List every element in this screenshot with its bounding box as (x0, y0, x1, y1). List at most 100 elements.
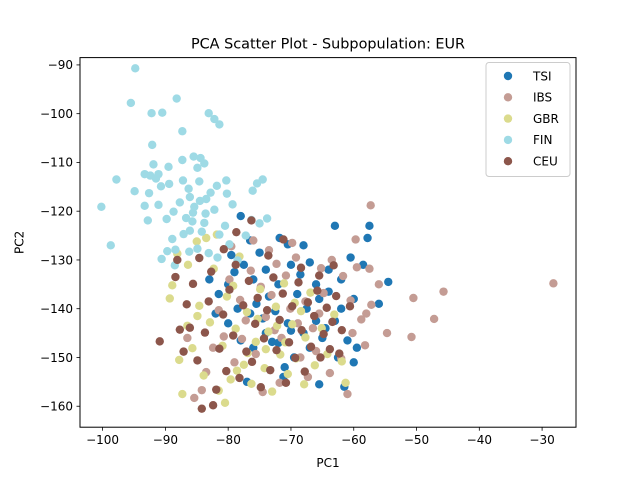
data-point-ceu (197, 404, 206, 413)
data-point-tsi (352, 343, 362, 352)
data-point-fin (172, 94, 181, 103)
x-tick-label: −100 (86, 433, 119, 447)
data-point-ceu (228, 331, 238, 340)
data-point-ibs (275, 378, 284, 388)
data-point-tsi (286, 260, 296, 270)
data-point-gbr (267, 387, 277, 396)
data-point-ceu (155, 337, 164, 346)
data-point-fin (185, 226, 195, 235)
data-point-ceu (200, 328, 210, 337)
data-point-ceu (235, 373, 244, 383)
data-point-ceu (315, 271, 324, 280)
data-point-ibs (241, 316, 250, 325)
data-point-ceu (306, 342, 316, 351)
data-point-ibs (374, 280, 384, 289)
data-point-fin (181, 213, 191, 223)
data-point-ceu (219, 245, 228, 254)
data-point-tsi (365, 221, 374, 231)
data-point-gbr (222, 292, 232, 301)
data-point-ibs (338, 271, 348, 281)
data-point-fin (204, 108, 213, 118)
data-point-fin (147, 108, 156, 118)
legend-items: TSI IBS GBR FIN CEU (503, 69, 559, 169)
data-point-ceu (250, 319, 260, 329)
data-point-ibs (352, 263, 362, 272)
data-point-ibs (357, 315, 366, 324)
data-point-ibs (439, 287, 448, 296)
data-point-fin (158, 108, 167, 117)
data-point-fin (144, 188, 154, 198)
data-point-tsi (330, 221, 340, 231)
legend-label-gbr: GBR (533, 112, 559, 126)
data-point-ceu (247, 357, 257, 367)
data-point-ceu (225, 285, 234, 294)
data-point-ibs (183, 333, 192, 343)
legend-marker-ceu (503, 157, 513, 166)
data-point-fin (204, 248, 213, 258)
legend-marker-gbr (503, 114, 513, 123)
data-point-tsi (305, 258, 314, 267)
data-point-tsi (223, 319, 233, 328)
data-point-fin (169, 207, 178, 216)
data-point-ibs (316, 264, 326, 273)
data-point-ibs (208, 343, 218, 352)
legend: TSI IBS GBR FIN CEU (485, 62, 571, 177)
data-point-ceu (335, 349, 344, 358)
data-point-ibs (261, 312, 271, 322)
x-tick-label: −60 (341, 433, 366, 447)
data-point-tsi (384, 277, 393, 287)
data-point-ibs (351, 235, 360, 244)
data-point-fin (151, 174, 161, 183)
legend-marker-tsi (503, 71, 513, 81)
data-point-fin (164, 162, 173, 172)
data-point-ibs (343, 389, 352, 399)
data-point-gbr (178, 389, 187, 399)
data-point-tsi (255, 248, 264, 257)
data-point-ceu (284, 338, 294, 347)
legend-label-ibs: IBS (533, 91, 552, 105)
data-point-ibs (407, 332, 416, 342)
data-point-gbr (306, 288, 315, 297)
data-point-gbr (232, 366, 242, 375)
data-point-ceu (303, 298, 313, 307)
y-tick-label: −160 (40, 400, 73, 414)
legend-marker-ibs (503, 93, 513, 102)
data-point-fin (212, 181, 222, 191)
data-point-ibs (288, 238, 297, 248)
data-point-ceu (329, 261, 338, 270)
data-point-ceu (269, 273, 278, 282)
legend-label-tsi: TSI (532, 69, 552, 83)
data-point-ceu (328, 317, 337, 327)
data-point-ceu (207, 267, 216, 276)
data-point-fin (178, 176, 188, 185)
data-point-ceu (171, 272, 180, 282)
data-point-ceu (253, 293, 262, 303)
data-point-fin (188, 208, 198, 217)
x-tick-label: −40 (467, 433, 492, 447)
y-tick-label: −120 (40, 204, 73, 218)
data-point-ceu (232, 227, 241, 237)
data-point-ceu (256, 383, 266, 392)
y-axis-label: PC2 (13, 231, 27, 254)
data-point-gbr (192, 237, 201, 246)
data-point-ibs (325, 368, 335, 378)
data-point-ceu (215, 344, 224, 353)
data-point-gbr (199, 371, 208, 380)
data-point-fin (248, 186, 257, 195)
data-point-fin (195, 177, 204, 186)
data-point-ceu (279, 235, 288, 244)
data-point-fin (188, 217, 197, 226)
data-point-tsi (214, 289, 223, 299)
data-point-ibs (409, 293, 418, 303)
data-point-ibs (237, 334, 247, 344)
data-point-fin (193, 163, 202, 172)
data-point-fin (148, 140, 157, 150)
data-point-ceu (231, 260, 240, 270)
data-point-gbr (330, 310, 339, 319)
data-point-gbr (288, 320, 297, 329)
data-point-fin (154, 200, 163, 210)
data-point-gbr (193, 311, 202, 321)
y-tick-label: −140 (40, 302, 73, 316)
chart-title: PCA Scatter Plot - Subpopulation: EUR (191, 37, 465, 53)
